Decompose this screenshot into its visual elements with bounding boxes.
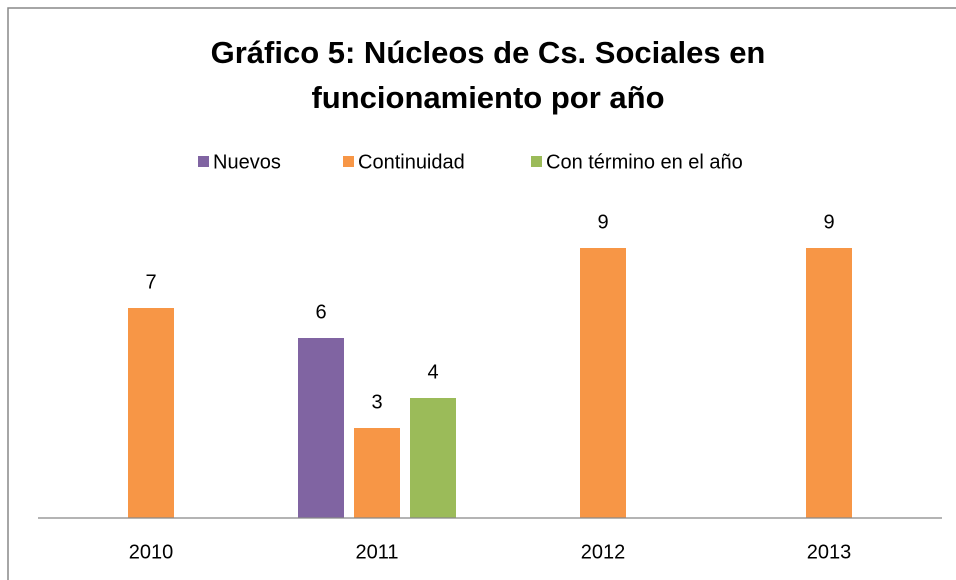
chart-border <box>7 7 956 580</box>
legend-swatch <box>198 156 209 167</box>
data-label: 6 <box>315 301 326 323</box>
bar <box>580 248 626 518</box>
x-tick-label: 2013 <box>807 541 852 563</box>
legend-label: Continuidad <box>358 151 465 173</box>
x-tick-label: 2011 <box>355 541 398 563</box>
x-tick-label: 2010 <box>129 541 174 563</box>
x-tick-label: 2012 <box>581 541 626 563</box>
legend-swatch <box>343 156 354 167</box>
bar <box>298 338 344 518</box>
bar <box>354 428 400 518</box>
data-label: 7 <box>145 271 156 293</box>
bar <box>806 248 852 518</box>
data-label: 9 <box>823 211 834 233</box>
legend-label: Nuevos <box>213 151 281 173</box>
bar <box>128 308 174 518</box>
legend-swatch <box>531 156 542 167</box>
bar <box>410 398 456 518</box>
data-label: 3 <box>371 391 382 413</box>
chart-title: Gráfico 5: Núcleos de Cs. Sociales en fu… <box>210 35 766 115</box>
data-label: 9 <box>597 211 608 233</box>
legend-label: Con término en el año <box>546 151 743 173</box>
data-label: 4 <box>427 361 438 383</box>
